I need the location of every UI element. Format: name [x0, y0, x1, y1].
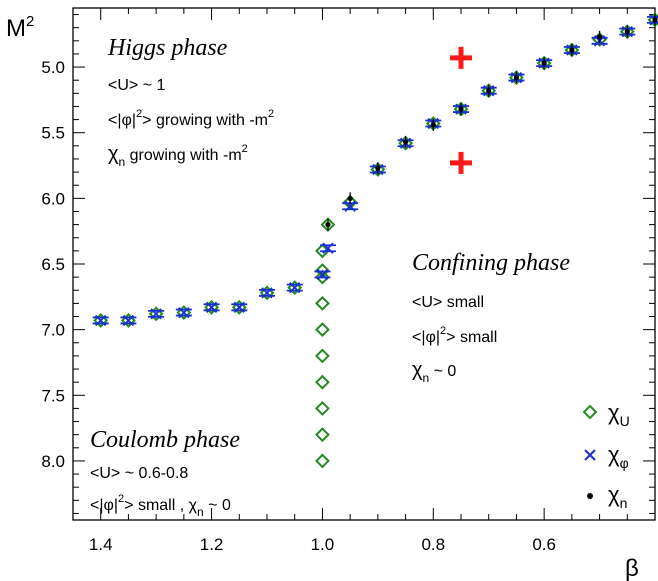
data-point-chi-phi	[342, 200, 359, 212]
higgs-title: Higgs phase	[107, 35, 228, 61]
data-point-chi-n	[624, 25, 630, 38]
x-tick-label: 0.8	[421, 535, 445, 554]
legend-label-chi-u: χU	[608, 400, 630, 429]
y-tick-label: 6.5	[41, 255, 65, 274]
data-point-chi-n	[347, 192, 353, 205]
data-point-chi-u	[176, 305, 192, 320]
legend: χU χφ χn	[582, 400, 630, 511]
data-point-chi-n	[569, 44, 575, 57]
confining-line-2: <|φ|2> small	[412, 325, 497, 346]
red-cross-marker	[450, 46, 472, 69]
y-tick-label: 7.0	[41, 321, 65, 340]
coulomb-line-1: <U> ~ 0.6-0.8	[90, 465, 188, 482]
y-tick-label: 5.0	[41, 58, 65, 77]
data-point-chi-phi	[203, 301, 220, 313]
legend-marker-diamond	[582, 404, 598, 420]
data-point-chi-n	[375, 162, 381, 175]
data-point-chi-phi	[314, 268, 331, 281]
data-point-chi-phi	[175, 306, 192, 319]
x-tick-label: 0.6	[532, 535, 556, 554]
data-point-chi-phi	[319, 242, 336, 254]
data-point-chi-u	[287, 280, 303, 296]
data-point-chi-u	[259, 285, 275, 301]
data-point-chi-u	[315, 269, 330, 285]
confining-line-1: <U> small	[412, 294, 484, 311]
data-point-chi-phi	[259, 287, 275, 299]
legend-marker-x	[584, 449, 596, 461]
higgs-line-1: <U> ~ 1	[108, 77, 165, 94]
data-marks	[92, 12, 658, 469]
higgs-line-3: χn growing with -m2	[108, 143, 248, 169]
data-point-chi-u	[315, 348, 330, 364]
data-point-chi-u	[315, 322, 330, 338]
axis-ticks	[72, 8, 655, 520]
tick-labels: 1.4 1.2 1.0 0.8 0.6 5.0 5.5 6.0 6.5 7.0 7.5 8.0	[41, 58, 556, 554]
data-point-chi-u	[148, 306, 164, 322]
y-axis-label: M2	[6, 13, 34, 42]
data-point-chi-u	[370, 162, 386, 177]
y-tick-label: 7.5	[41, 386, 65, 405]
legend-label-chi-n: χn	[608, 482, 627, 511]
data-point-chi-phi	[92, 314, 109, 327]
confining-phase-annotation: Confining phase <U> small <|φ|2> small χ…	[412, 250, 570, 385]
data-point-chi-n	[513, 71, 520, 84]
x-tick-label: 1.0	[311, 535, 335, 554]
confining-line-3: χn ~ 0	[412, 359, 456, 385]
data-point-chi-u	[398, 135, 413, 151]
red-cross-marker	[450, 151, 472, 174]
data-point-chi-u	[342, 194, 358, 210]
data-point-chi-n	[430, 118, 436, 131]
data-point-chi-n	[458, 103, 464, 116]
coulomb-line-2: <|φ|2> small , χn ~ 0	[90, 493, 231, 519]
y-tick-label: 5.5	[41, 124, 65, 143]
data-point-chi-u	[121, 313, 136, 328]
data-point-chi-n	[402, 135, 409, 148]
higgs-line-2: <|φ|2> growing with -m2	[108, 108, 274, 129]
data-point-chi-u	[231, 299, 247, 315]
plot-frame	[72, 7, 656, 521]
x-axis-label: β	[625, 555, 639, 581]
data-point-chi-n	[596, 30, 603, 43]
data-point-chi-phi	[148, 308, 165, 320]
data-point-chi-u	[315, 427, 330, 443]
data-point-chi-u	[315, 295, 330, 311]
data-point-chi-u	[93, 313, 109, 328]
confining-title: Confining phase	[412, 250, 570, 276]
data-point-chi-phi	[120, 314, 137, 327]
data-point-chi-phi	[231, 301, 248, 313]
data-point-chi-u	[315, 263, 330, 278]
y-tick-label: 6.0	[41, 189, 65, 208]
legend-marker-dot	[587, 493, 593, 499]
x-tick-label: 1.2	[200, 535, 224, 554]
data-point-chi-n	[325, 218, 331, 231]
coulomb-phase-annotation: Coulomb phase <U> ~ 0.6-0.8 <|φ|2> small…	[90, 427, 240, 519]
x-tick-label: 1.4	[89, 535, 113, 554]
legend-label-chi-phi: χφ	[608, 442, 629, 471]
data-point-chi-u	[315, 374, 330, 390]
y-tick-label: 8.0	[41, 452, 65, 471]
higgs-phase-annotation: Higgs phase <U> ~ 1 <|φ|2> growing with …	[107, 35, 274, 169]
data-point-chi-n	[486, 84, 492, 97]
data-point-chi-n	[652, 13, 658, 26]
data-point-chi-u	[204, 299, 219, 315]
data-point-chi-u	[315, 400, 330, 416]
data-point-chi-u	[315, 453, 330, 469]
data-point-chi-phi	[286, 281, 303, 294]
coulomb-title: Coulomb phase	[90, 427, 240, 453]
data-point-chi-n	[541, 57, 547, 70]
